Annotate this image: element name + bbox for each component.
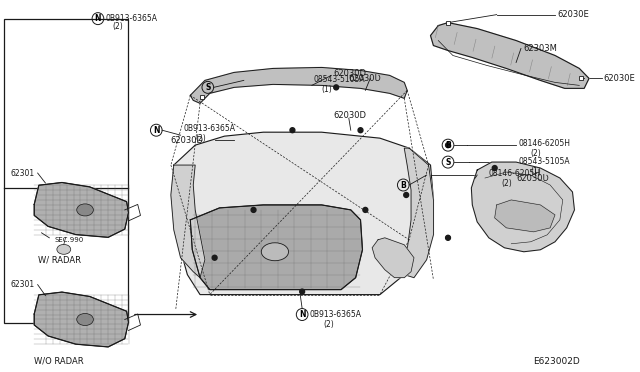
Polygon shape [372,238,414,278]
Text: W/O RADAR: W/O RADAR [34,357,84,366]
Text: E623002D: E623002D [534,357,580,366]
Circle shape [445,235,451,240]
Circle shape [404,192,408,198]
Ellipse shape [77,204,93,216]
Circle shape [300,289,305,294]
Text: 08146-6205H: 08146-6205H [518,139,570,148]
Text: 08146-6205H: 08146-6205H [489,169,541,177]
Circle shape [251,208,256,212]
Circle shape [358,128,363,133]
Text: SEC.990: SEC.990 [54,237,83,243]
Text: B: B [445,141,451,150]
Text: (2): (2) [195,134,206,143]
Text: 08543-5105A: 08543-5105A [518,157,570,166]
Text: 62301: 62301 [10,169,35,177]
Text: S: S [205,83,211,92]
Text: (2): (2) [324,320,334,329]
Text: N: N [153,126,159,135]
Text: 0B913-6365A: 0B913-6365A [106,14,157,23]
Text: (2): (2) [531,149,541,158]
Text: (2): (2) [113,22,124,31]
Text: 62030D: 62030D [333,111,366,120]
Bar [579,76,583,80]
Text: 62301: 62301 [10,280,35,289]
Polygon shape [495,200,555,232]
Ellipse shape [261,243,289,261]
Polygon shape [471,162,575,252]
Circle shape [333,85,339,90]
Polygon shape [171,165,205,278]
Circle shape [363,208,368,212]
Circle shape [290,128,295,133]
Text: 62030D: 62030D [333,69,366,78]
Text: 62030Ʋ: 62030Ʋ [516,173,548,183]
Polygon shape [190,67,407,103]
Polygon shape [35,183,129,237]
Circle shape [212,255,217,260]
Text: (1): (1) [321,85,332,94]
Text: 62030E: 62030E [557,10,589,19]
Text: (2): (2) [502,179,512,187]
Polygon shape [404,148,433,278]
Circle shape [492,166,497,170]
Text: N: N [299,310,305,319]
Text: N: N [95,14,101,23]
Polygon shape [174,132,433,295]
Polygon shape [431,23,589,89]
Circle shape [445,143,451,148]
Text: 62030D: 62030D [171,136,204,145]
Text: 62303M: 62303M [524,44,557,53]
Text: S: S [445,158,451,167]
Text: 0B913-6365A: 0B913-6365A [184,124,236,133]
Polygon shape [190,205,362,290]
Bar [4,19,128,323]
Text: W/ RADAR: W/ RADAR [38,255,81,264]
Ellipse shape [57,244,71,254]
Text: 62030Ʋ: 62030Ʋ [349,74,381,83]
Text: B: B [401,180,406,189]
Text: 0B913-6365A: 0B913-6365A [310,310,362,319]
Polygon shape [35,292,129,347]
Ellipse shape [77,314,93,326]
Bar [446,20,450,25]
Bar [200,95,204,99]
Text: (1): (1) [531,167,541,176]
Text: 08543-5105A: 08543-5105A [314,75,365,84]
Text: 62030E: 62030E [604,74,636,83]
